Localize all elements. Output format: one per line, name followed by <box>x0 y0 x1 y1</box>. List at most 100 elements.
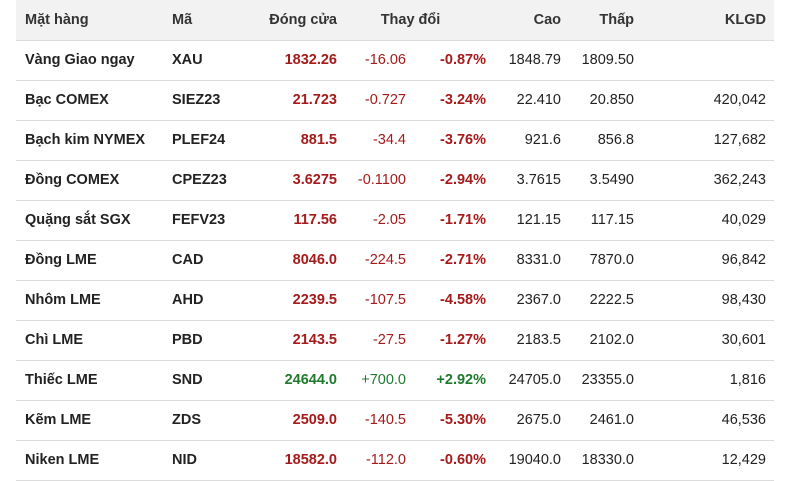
cell-code: NID <box>172 452 197 468</box>
cell-volume: 40,029 <box>721 212 766 228</box>
cell-change-percent: -3.76% <box>440 132 486 148</box>
table-row: Chì LME PBD 2143.5 -27.5 -1.27% 2183.5 2102.0 3… <box>16 320 774 360</box>
cell-change: -107.5 <box>364 292 406 308</box>
cell-volume: 98,430 <box>721 292 766 308</box>
cell-commodity-name: Bạch kim NYMEX <box>25 132 146 148</box>
cell-low: 1809.50 <box>581 52 634 68</box>
cell-low: 7870.0 <box>589 252 634 268</box>
cell-low: 23355.0 <box>581 372 634 388</box>
cell-commodity-name: Vàng Giao ngay <box>25 52 135 68</box>
cell-change-percent: -5.30% <box>440 412 486 428</box>
table-row: Kẽm LME ZDS 2509.0 -140.5 -5.30% 2675.0 2461.0… <box>16 400 774 440</box>
cell-low: 117.15 <box>590 212 634 228</box>
cell-high: 24705.0 <box>508 372 561 388</box>
cell-change-percent: -0.60% <box>440 452 486 468</box>
column-header-low: Thấp <box>599 11 634 28</box>
cell-commodity-name: Bạc COMEX <box>25 92 109 108</box>
cell-volume: 362,243 <box>713 172 766 188</box>
cell-change: -224.5 <box>364 252 406 268</box>
column-header-close: Đóng cửa <box>269 11 337 28</box>
cell-change-percent: +2.92% <box>436 372 486 388</box>
cell-code: XAU <box>172 52 203 68</box>
cell-high: 19040.0 <box>508 452 561 468</box>
cell-close-price: 2239.5 <box>292 292 337 308</box>
cell-high: 921.6 <box>524 132 561 148</box>
cell-volume: 12,429 <box>721 452 766 468</box>
cell-high: 3.7615 <box>516 172 561 188</box>
cell-code: PLEF24 <box>172 132 226 148</box>
column-header-commodity: Mặt hàng <box>25 11 89 28</box>
cell-code: PBD <box>172 332 203 348</box>
column-header-high: Cao <box>533 11 561 28</box>
cell-change: -27.5 <box>372 332 406 348</box>
cell-high: 121.15 <box>516 212 561 228</box>
table-header-row: Mặt hàng Mã Đóng cửa Thay đổi Cao Thấp K… <box>16 0 774 40</box>
table-row: Quặng sắt SGX FEFV23 117.56 -2.05 -1.71% 121.… <box>16 200 774 240</box>
column-header-change: Thay đổi <box>380 11 441 28</box>
cell-close-price: 881.5 <box>300 132 337 148</box>
cell-low: 2102.0 <box>589 332 634 348</box>
cell-commodity-name: Kẽm LME <box>25 412 92 428</box>
cell-commodity-name: Niken LME <box>25 452 100 468</box>
cell-volume: 30,601 <box>721 332 766 348</box>
cell-high: 2367.0 <box>516 292 561 308</box>
cell-change-percent: -0.87% <box>440 52 486 68</box>
cell-close-price: 24644.0 <box>284 372 337 388</box>
cell-low: 2461.0 <box>589 412 634 428</box>
table-row: Bạch kim NYMEX PLEF24 881.5 -34.4 -3.76% 921.… <box>16 120 774 160</box>
cell-commodity-name: Nhôm LME <box>25 292 101 308</box>
cell-close-price: 2509.0 <box>292 412 337 428</box>
cell-code: AHD <box>172 292 204 308</box>
cell-code: CAD <box>172 252 204 268</box>
commodity-price-table-container: Mặt hàng Mã Đóng cửa Thay đổi Cao Thấp K… <box>16 0 774 481</box>
cell-change: -16.06 <box>364 52 406 68</box>
table-row: Thiếc LME SND 24644.0 +700.0 +2.92% 24705.0 23… <box>16 360 774 400</box>
cell-change: -140.5 <box>364 412 406 428</box>
cell-low: 2222.5 <box>589 292 634 308</box>
cell-code: FEFV23 <box>172 212 226 228</box>
cell-close-price: 18582.0 <box>284 452 337 468</box>
cell-close-price: 21.723 <box>292 92 337 108</box>
cell-low: 20.850 <box>589 92 634 108</box>
cell-high: 2183.5 <box>516 332 561 348</box>
cell-change-percent: -1.71% <box>440 212 486 228</box>
column-header-volume: KLGD <box>724 11 766 28</box>
cell-low: 18330.0 <box>581 452 634 468</box>
cell-change-percent: -2.71% <box>440 252 486 268</box>
cell-commodity-name: Đồng COMEX <box>25 172 120 188</box>
cell-commodity-name: Đồng LME <box>25 252 97 268</box>
cell-volume: 420,042 <box>713 92 766 108</box>
cell-high: 1848.79 <box>508 52 561 68</box>
cell-high: 8331.0 <box>516 252 561 268</box>
cell-change-percent: -1.27% <box>440 332 486 348</box>
cell-high: 22.410 <box>516 92 561 108</box>
table-row: Nhôm LME AHD 2239.5 -107.5 -4.58% 2367.0 2222.… <box>16 280 774 320</box>
cell-code: CPEZ23 <box>172 172 227 188</box>
cell-change: +700.0 <box>361 372 406 388</box>
cell-change-percent: -4.58% <box>440 292 486 308</box>
cell-close-price: 2143.5 <box>292 332 337 348</box>
table-row: Đồng COMEX CPEZ23 3.6275 -0.1100 -2.94% 3.761… <box>16 160 774 200</box>
cell-change-percent: -3.24% <box>440 92 486 108</box>
cell-volume: 127,682 <box>713 132 766 148</box>
cell-change: -0.1100 <box>357 172 406 188</box>
table-row: Bạc COMEX SIEZ23 21.723 -0.727 -3.24% 22.410 2… <box>16 80 774 120</box>
cell-volume: 46,536 <box>721 412 766 428</box>
cell-close-price: 3.6275 <box>292 172 337 188</box>
cell-change: -112.0 <box>365 452 406 468</box>
cell-low: 3.5490 <box>589 172 634 188</box>
cell-change: -2.05 <box>372 212 406 228</box>
cell-commodity-name: Thiếc LME <box>25 372 98 388</box>
cell-volume: 1,816 <box>729 372 766 388</box>
cell-change: -0.727 <box>364 92 406 108</box>
cell-commodity-name: Quặng sắt SGX <box>25 212 131 228</box>
cell-close-price: 1832.26 <box>284 52 337 68</box>
cell-code: SIEZ23 <box>172 92 221 108</box>
cell-change-percent: -2.94% <box>440 172 486 188</box>
cell-volume <box>634 40 774 80</box>
cell-low: 856.8 <box>597 132 634 148</box>
table-row: Niken LME NID 18582.0 -112.0 -0.60% 19040.0 18… <box>16 440 774 480</box>
cell-change: -34.4 <box>372 132 406 148</box>
table-row: Vàng Giao ngay XAU 1832.26 -16.06 -0.87% 1848… <box>16 40 774 80</box>
cell-code: ZDS <box>172 412 201 428</box>
